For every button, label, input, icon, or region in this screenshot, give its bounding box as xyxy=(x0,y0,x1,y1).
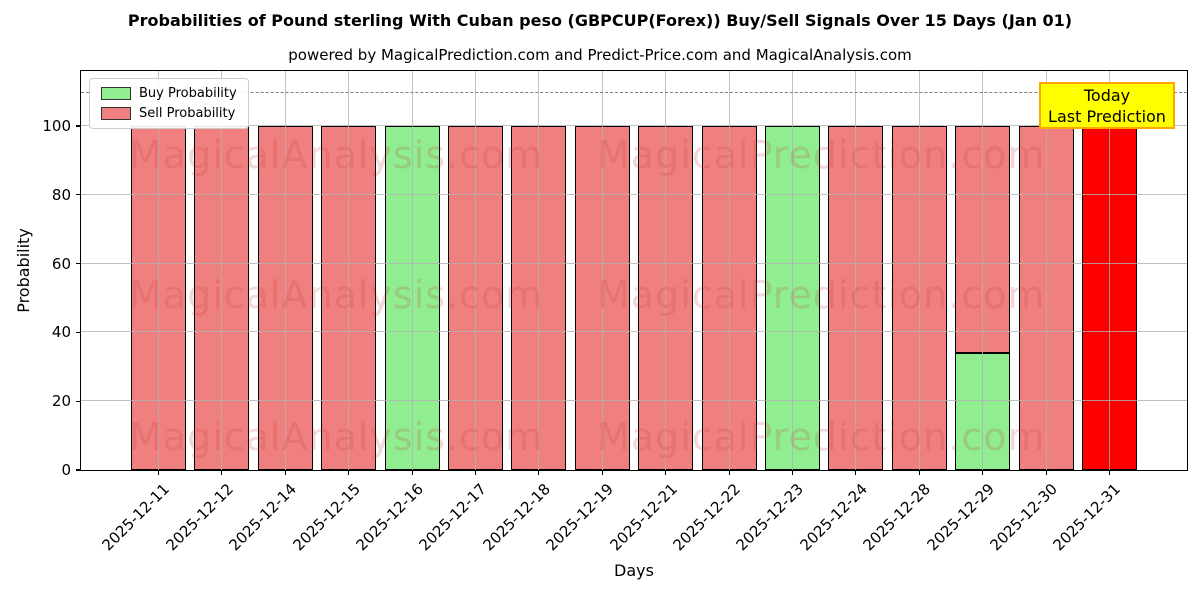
watermark-layer: MagicalAnalysis.com MagicalPrediction.com… xyxy=(81,71,1187,470)
buy-swatch-icon xyxy=(101,87,131,100)
gridline-vertical xyxy=(918,71,920,470)
gridline-vertical xyxy=(855,71,857,470)
x-tick-label: 2025-12-31 xyxy=(1049,480,1125,555)
x-tick-label: 2025-12-16 xyxy=(352,480,427,555)
x-tick-label: 2025-12-23 xyxy=(732,480,808,555)
legend-label-buy: Buy Probability xyxy=(139,86,237,101)
x-axis-label: Days xyxy=(614,561,654,580)
x-tick-mark xyxy=(665,470,667,475)
x-tick-label: 2025-12-19 xyxy=(542,480,618,555)
y-tick-label: 20 xyxy=(51,392,71,411)
x-tick-mark xyxy=(1045,470,1047,475)
gridline-vertical xyxy=(221,71,223,470)
y-tick-mark xyxy=(76,400,81,402)
gridline-vertical xyxy=(158,71,159,470)
x-tick-label: 2025-12-14 xyxy=(225,480,301,555)
today-annotation-line2: Last Prediction xyxy=(1048,106,1166,126)
y-tick-label: 60 xyxy=(51,254,71,273)
today-annotation-box: Today Last Prediction xyxy=(1039,82,1175,129)
watermark-left: MagicalAnalysis.com xyxy=(129,133,544,177)
gridline-horizontal xyxy=(81,125,1187,127)
watermark-right: MagicalPrediction.com xyxy=(597,415,1046,459)
y-tick-mark xyxy=(76,194,81,196)
x-tick-mark xyxy=(1108,470,1111,475)
watermark-left: MagicalAnalysis.com xyxy=(129,273,544,317)
y-tick-mark xyxy=(76,125,81,127)
chart-subtitle: powered by MagicalPrediction.com and Pre… xyxy=(288,46,912,64)
legend-item-sell: Sell Probability xyxy=(101,106,237,121)
gridline-vertical xyxy=(792,71,793,470)
watermark-right: MagicalPrediction.com xyxy=(597,133,1046,177)
plot-area: MagicalAnalysis.com MagicalPrediction.com… xyxy=(14,70,1188,580)
x-tick-mark xyxy=(918,470,920,475)
x-tick-label: 2025-12-17 xyxy=(415,480,491,555)
y-tick-label: 80 xyxy=(51,185,71,204)
gridline-vertical xyxy=(601,71,603,470)
today-annotation-line1: Today xyxy=(1083,85,1131,105)
legend-item-buy: Buy Probability xyxy=(101,86,237,101)
x-tick-mark xyxy=(791,470,794,475)
y-tick-mark xyxy=(76,331,81,334)
gridline-vertical xyxy=(348,71,350,470)
x-tick-mark xyxy=(348,470,350,475)
x-tick-label: 2025-12-11 xyxy=(98,480,174,555)
x-tick-label: 2025-12-18 xyxy=(479,480,554,555)
x-tick-label: 2025-12-12 xyxy=(162,480,237,555)
gridline-vertical xyxy=(411,71,413,470)
y-tick-label: 0 xyxy=(61,461,71,479)
legend-label-sell: Sell Probability xyxy=(139,106,236,121)
y-tick-mark xyxy=(76,469,81,471)
gridline-vertical xyxy=(982,71,984,470)
x-tick-mark xyxy=(474,470,477,475)
x-tick-mark xyxy=(157,470,160,475)
x-tick-mark xyxy=(411,470,413,475)
x-tick-label: 2025-12-15 xyxy=(289,480,364,555)
x-tick-label: 2025-12-24 xyxy=(796,480,871,555)
x-tick-label: 2025-12-22 xyxy=(669,480,744,555)
y-tick-mark xyxy=(76,263,81,265)
sell-swatch-icon xyxy=(101,107,131,120)
chart-title: Probabilities of Pound sterling With Cub… xyxy=(127,11,1073,30)
axis-ticks-layer: 2025-12-11 2025-12-12 2025-12-14 2025-12-15… xyxy=(42,71,1187,554)
x-tick-label: 2025-12-30 xyxy=(986,480,1061,555)
watermark-left: MagicalAnalysis.com xyxy=(129,415,544,459)
x-tick-label: 2025-12-29 xyxy=(923,480,998,555)
x-tick-mark xyxy=(284,470,286,475)
gridline-vertical xyxy=(728,71,730,470)
x-tick-label: 2025-12-28 xyxy=(859,480,935,555)
y-tick-label: 100 xyxy=(42,117,71,136)
gridline-horizontal xyxy=(81,331,1187,333)
gridline-vertical xyxy=(475,71,476,470)
x-tick-mark xyxy=(221,470,223,475)
watermark-right: MagicalPrediction.com xyxy=(597,273,1046,317)
gridline-horizontal xyxy=(81,262,1187,264)
grid-layer xyxy=(81,71,1187,470)
threshold-dashed-line xyxy=(81,91,1187,93)
y-tick-label: 40 xyxy=(51,323,71,342)
gridline-vertical xyxy=(538,71,540,470)
gridline-vertical xyxy=(284,71,286,470)
gridline-horizontal xyxy=(81,193,1187,195)
x-tick-mark xyxy=(982,470,984,475)
x-tick-mark xyxy=(728,470,730,475)
x-tick-label: 2025-12-21 xyxy=(606,480,681,555)
gridline-vertical xyxy=(1109,71,1110,470)
legend: Buy Probability Sell Probability xyxy=(89,78,249,129)
gridline-horizontal xyxy=(81,400,1187,402)
x-tick-mark xyxy=(538,470,540,475)
x-tick-mark xyxy=(601,470,603,475)
gridline-vertical xyxy=(665,71,667,470)
gridline-vertical xyxy=(1045,71,1047,470)
x-tick-mark xyxy=(855,470,857,475)
